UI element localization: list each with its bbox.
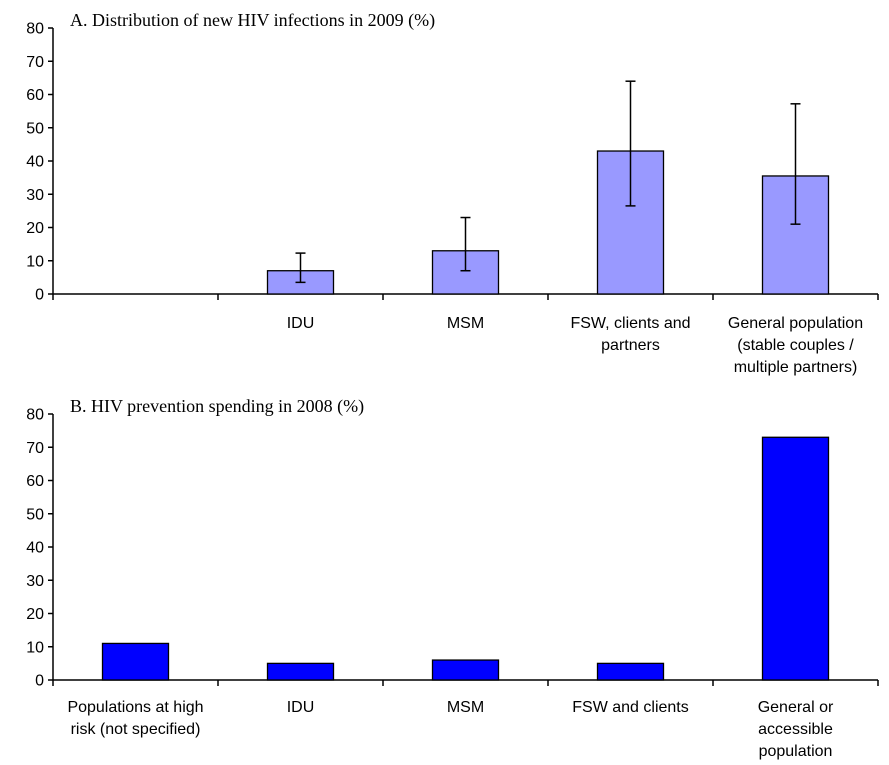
- y-tick-label: 20: [26, 220, 44, 237]
- y-tick-label: 60: [26, 87, 44, 104]
- x-category-label: multiple partners): [734, 359, 858, 376]
- y-tick-label: 40: [26, 154, 44, 171]
- x-category-label: MSM: [447, 315, 484, 332]
- bar: [596, 662, 665, 681]
- y-tick-label: 20: [26, 606, 44, 623]
- x-category-label: FSW and clients: [572, 699, 688, 716]
- x-category-label: FSW, clients and: [570, 315, 690, 332]
- y-tick-label: 10: [26, 253, 44, 270]
- y-tick-label: 60: [26, 473, 44, 490]
- y-tick-label: 0: [35, 673, 44, 690]
- panel-b-spending-chart: B. HIV prevention spending in 2008 (%) 0…: [26, 396, 879, 760]
- x-category-label: IDU: [287, 315, 315, 332]
- bar: [101, 642, 170, 681]
- y-tick-label: 80: [26, 407, 44, 424]
- y-tick-label: 10: [26, 639, 44, 656]
- x-category-label: risk (not specified): [71, 721, 201, 738]
- y-tick-label: 30: [26, 187, 44, 204]
- bar: [431, 659, 500, 681]
- y-tick-label: 70: [26, 440, 44, 457]
- x-category-label: Populations at high: [67, 699, 203, 716]
- y-tick-label: 30: [26, 573, 44, 590]
- y-tick-label: 50: [26, 506, 44, 523]
- y-tick-label: 0: [35, 287, 44, 304]
- x-category-label: partners: [601, 337, 660, 354]
- y-tick-label: 40: [26, 540, 44, 557]
- x-category-label: General or: [758, 699, 834, 716]
- x-category-label: General population: [728, 315, 863, 332]
- x-category-label: population: [759, 743, 833, 760]
- x-category-label: IDU: [287, 699, 315, 716]
- panel-b-title: B. HIV prevention spending in 2008 (%): [70, 396, 364, 417]
- x-category-label: MSM: [447, 699, 484, 716]
- panel-a-infections-chart: A. Distribution of new HIV infections in…: [26, 10, 879, 376]
- y-tick-label: 80: [26, 21, 44, 38]
- y-tick-label: 50: [26, 120, 44, 137]
- x-category-label: (stable couples /: [737, 337, 854, 354]
- x-category-label: accessible: [758, 721, 833, 738]
- bar: [761, 436, 830, 681]
- y-tick-label: 70: [26, 54, 44, 71]
- bar: [266, 662, 335, 681]
- panel-a-title: A. Distribution of new HIV infections in…: [70, 10, 435, 31]
